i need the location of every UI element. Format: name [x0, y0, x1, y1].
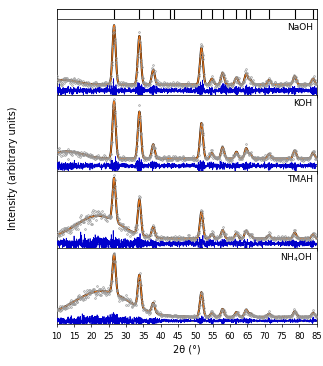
Text: TMAH: TMAH [287, 175, 313, 184]
Text: Intensity (arbitrary units): Intensity (arbitrary units) [8, 107, 18, 230]
X-axis label: 2θ (°): 2θ (°) [173, 344, 200, 354]
Text: NaOH: NaOH [287, 23, 313, 32]
Text: KOH: KOH [294, 99, 313, 108]
Text: NH$_4$OH: NH$_4$OH [280, 251, 313, 264]
